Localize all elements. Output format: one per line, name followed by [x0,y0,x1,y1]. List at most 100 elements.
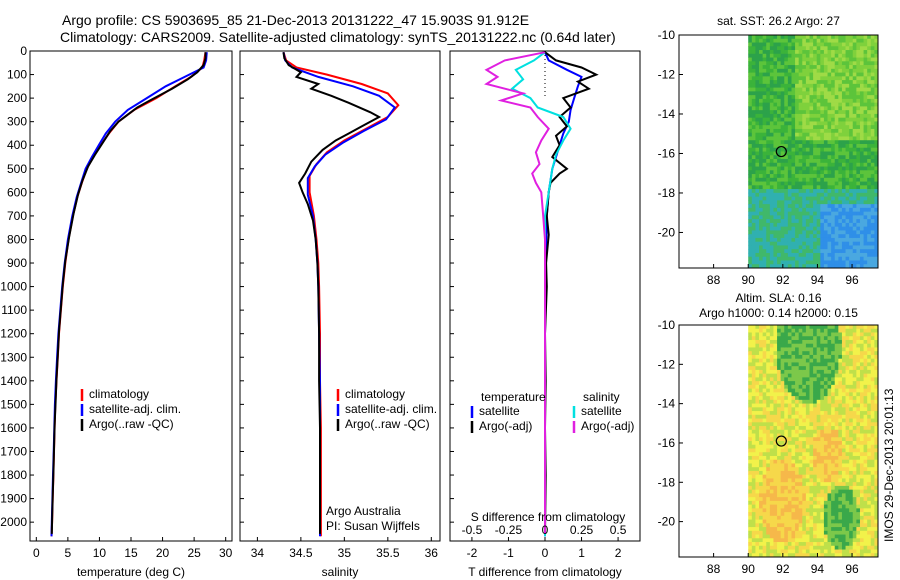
heatmap-cell [755,441,760,446]
heatmap-cell [859,362,864,367]
heatmap-cell [827,83,832,89]
heatmap-cell [751,351,756,356]
heatmap-cell [759,95,764,100]
heatmap-cell [787,241,792,246]
heatmap-cell [867,347,872,352]
heatmap-cell [798,72,803,77]
heatmap-cell [813,230,818,235]
heatmap-cell [777,500,782,506]
heatmap-cell [805,339,810,345]
heatmap-cell [787,519,792,524]
heatmap-cell [856,489,861,494]
heatmap-cell [784,336,789,341]
heatmap-cell [831,422,836,427]
heatmap-cell [827,143,832,149]
heatmap-cell [769,155,774,160]
heatmap-cell [870,260,875,265]
heatmap-cell [784,467,789,472]
heatmap-cell [823,433,828,438]
heatmap-cell [791,332,796,337]
heatmap-cell [787,354,792,360]
heatmap-cell [751,256,756,261]
heatmap-cell [784,527,789,532]
heatmap-cell [813,519,818,524]
heatmap-cell [845,147,850,152]
heatmap-cell [780,252,785,258]
heatmap-cell [849,136,854,141]
heatmap-cell [820,414,825,419]
heatmap-cell [831,159,836,164]
s-tick-label: -0.25 [495,523,523,537]
heatmap-cell [759,542,764,547]
heatmap-cell [791,381,796,386]
heatmap-cell [802,463,807,468]
heatmap-cell [859,366,864,371]
heatmap-cell [867,57,872,62]
heatmap-cell [823,50,828,55]
heatmap-cell [766,211,771,216]
heatmap-cell [773,545,778,550]
heatmap-cell [802,549,807,554]
heatmap-cell [827,256,832,261]
heatmap-cell [787,515,792,520]
heatmap-cell [759,50,764,55]
heatmap-cell [748,159,753,164]
heatmap-cell [784,207,789,213]
heatmap-cell [856,80,861,85]
heatmap-cell [769,463,774,468]
heatmap-cell [748,219,753,224]
heatmap-cell [834,519,839,524]
heatmap-cell [874,411,879,416]
heatmap-cell [802,226,807,231]
heatmap-cell [762,429,767,434]
heatmap-cell [791,215,796,220]
heatmap-cell [769,369,774,375]
heatmap-cell [827,125,832,130]
heatmap-cell [874,98,879,104]
heatmap-cell [809,215,814,220]
heatmap-cell [762,463,767,468]
heatmap-cell [845,414,850,419]
heatmap-cell [831,68,836,73]
heatmap-cell [874,143,879,149]
heatmap-cell [809,83,814,89]
heatmap-cell [751,429,756,434]
heatmap-cell [798,366,803,371]
heatmap-cell [834,91,839,96]
heatmap-cell [834,527,839,532]
heatmap-cell [777,534,782,539]
heatmap-cell [755,121,760,126]
heatmap-cell [809,347,814,352]
heatmap-cell [791,467,796,472]
heatmap-cell [784,204,789,209]
heatmap-cell [823,102,828,107]
heatmap-cell [834,426,839,431]
heatmap-cell [769,478,774,483]
heatmap-cell [780,474,785,479]
heatmap-cell [759,192,764,197]
heatmap-cell [795,264,800,269]
heatmap-cell [769,211,774,216]
heatmap-cell [759,418,764,423]
heatmap-cell [841,422,846,427]
heatmap-cell [791,414,796,419]
heatmap-cell [809,452,814,457]
heatmap-cell [787,358,792,363]
heatmap-cell [798,241,803,246]
heatmap-cell [831,162,836,167]
heatmap-cell [766,467,771,472]
heatmap-cell [777,530,782,535]
heatmap-cell [845,497,850,502]
heatmap-cell [867,512,872,517]
heatmap-cell [798,347,803,352]
heatmap-cell [773,113,778,119]
heatmap-cell [780,384,785,390]
heatmap-cell [859,493,864,498]
heatmap-cell [834,181,839,186]
heatmap-cell [802,219,807,224]
heatmap-cell [762,83,767,89]
heatmap-cell [838,61,843,66]
heatmap-cell [874,388,879,393]
heatmap-cell [759,482,764,487]
heatmap-cell [762,474,767,479]
